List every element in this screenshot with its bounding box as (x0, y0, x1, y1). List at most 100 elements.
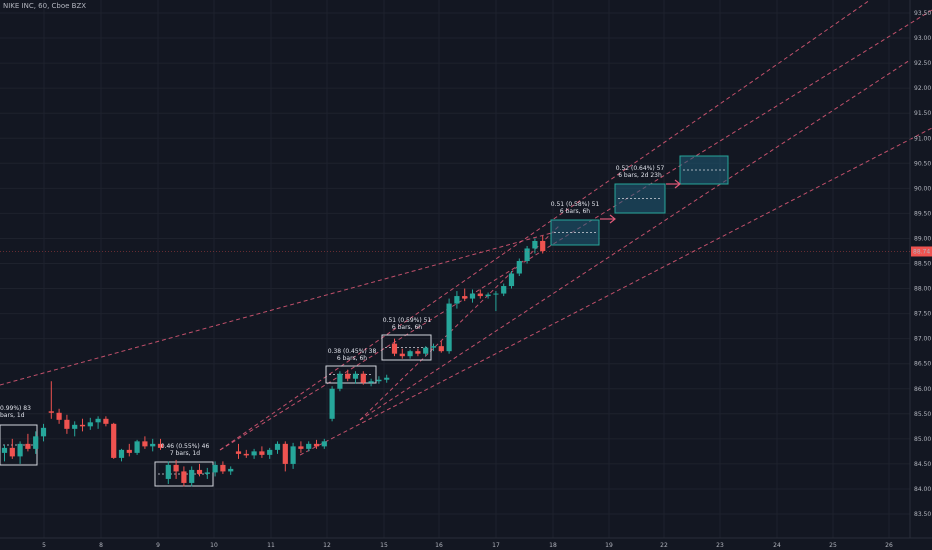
y-tick-label: 86.50 (914, 361, 931, 368)
chart-grid (0, 0, 910, 538)
x-tick-label: 26 (885, 542, 893, 549)
annotation-line1: 0.51 (0.58%) 51 (551, 201, 600, 208)
current-price-label: 88.74 (913, 248, 930, 255)
candle-body (430, 346, 437, 348)
time-axis[interactable]: 5 8 9 10 11 12 15 16 17 18 19 22 23 24 25 26 (42, 542, 893, 549)
candle-body (345, 373, 351, 379)
candle-body (157, 443, 164, 448)
chart-title: NIKE INC, 60, Cboe BZX (3, 2, 87, 10)
x-tick-label: 5 (42, 542, 46, 549)
y-tick-label: 84.50 (914, 461, 931, 468)
candle-body (150, 443, 156, 447)
candles (1, 235, 546, 487)
x-tick-label: 16 (435, 542, 443, 549)
candle-body (56, 412, 62, 420)
candle-body (72, 424, 78, 429)
candle-body (532, 240, 538, 249)
candle-body (352, 373, 359, 379)
candle-body (235, 451, 242, 454)
measure-box (325, 365, 377, 384)
candle-body (313, 443, 320, 447)
candle-body (524, 248, 530, 261)
trendline (359, 59, 911, 421)
x-tick-label: 12 (323, 542, 331, 549)
current-price-badge (911, 246, 932, 257)
candle-body (399, 353, 405, 357)
candle-body (368, 381, 374, 383)
arrow-head-icon (674, 179, 681, 189)
y-tick-label: 92.00 (914, 85, 931, 92)
annotation-line1: 0.52 (0.64%) 57 (616, 165, 665, 172)
candle-body (196, 469, 203, 474)
candle-body (48, 411, 54, 413)
y-tick-label: 91.50 (914, 110, 931, 117)
candle-body (407, 351, 413, 357)
y-tick-label: 93.50 (914, 10, 931, 17)
candle-body (134, 441, 140, 453)
candle-body (438, 346, 444, 352)
candle-body (391, 343, 398, 354)
candle-body (189, 469, 195, 483)
arrow-head-icon (609, 214, 616, 224)
candle-body (469, 293, 476, 299)
candle-body (40, 427, 47, 437)
candle-body (220, 464, 226, 472)
trendline (0, 231, 556, 386)
y-tick-label: 84.00 (914, 486, 931, 493)
candle-body (103, 418, 109, 424)
candle-body (485, 294, 491, 297)
annotation-line2: 6 bars, 6h (337, 355, 367, 362)
candle-body (493, 293, 499, 295)
candle-body (87, 422, 93, 427)
candle-body (376, 379, 382, 382)
candle-body (501, 286, 507, 294)
annotation-line2: 7 bars, 1d (170, 450, 200, 457)
candle-body (259, 451, 265, 455)
candle-body (298, 446, 304, 449)
candle-body (290, 446, 296, 464)
candle-body (329, 388, 335, 419)
candle-body (423, 347, 429, 354)
y-tick-label: 85.00 (914, 436, 931, 443)
candle-body (111, 423, 117, 458)
x-tick-label: 23 (716, 542, 724, 549)
y-tick-label: 92.50 (914, 60, 931, 67)
current-price-tag: 88.74 (0, 246, 932, 257)
y-tick-label: 93.00 (914, 35, 931, 42)
candle-body (360, 373, 366, 383)
y-tick-label: 91.00 (914, 135, 931, 142)
measure-boxes (0, 155, 729, 487)
candle-body (321, 441, 327, 447)
candle-body (508, 273, 515, 287)
x-tick-label: 18 (549, 542, 557, 549)
candle-body (173, 464, 179, 472)
annotation-line2: 6 bars, 6h (560, 208, 590, 215)
candle-body (274, 443, 281, 450)
x-tick-label: 24 (773, 542, 781, 549)
y-tick-label: 88.50 (914, 261, 931, 268)
candle-body (454, 296, 460, 304)
x-tick-label: 25 (829, 542, 837, 549)
y-tick-label: 90.00 (914, 185, 931, 192)
candle-body (142, 441, 148, 447)
annotation-line1: 0.38 (0.45%) 38 (328, 348, 377, 355)
candle-body (95, 418, 101, 423)
candle-body (79, 424, 86, 427)
candle-body (282, 443, 288, 464)
candle-body (462, 296, 468, 299)
price-axis[interactable]: 93.50 93.00 92.50 92.00 91.50 91.00 90.50 90.00… (914, 10, 931, 518)
candle-body (118, 449, 125, 458)
y-tick-label: 89.00 (914, 235, 931, 242)
x-tick-label: 8 (99, 542, 103, 549)
candle-body (181, 471, 187, 483)
y-tick-label: 87.00 (914, 336, 931, 343)
candle-body (337, 373, 343, 389)
y-tick-label: 89.50 (914, 210, 931, 217)
candle-body (267, 449, 273, 455)
candle-body (251, 451, 257, 456)
x-tick-label: 9 (156, 542, 160, 549)
x-tick-label: 10 (210, 542, 218, 549)
